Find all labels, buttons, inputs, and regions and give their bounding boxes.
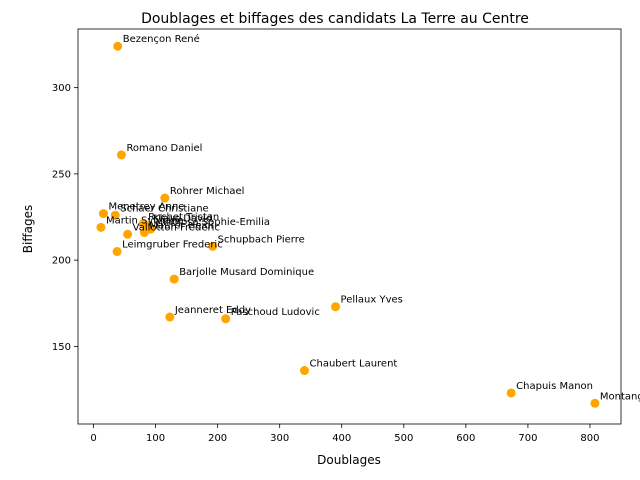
point-label: Rohrer Michael [170,186,245,197]
y-tick-label: 200 [52,256,71,267]
data-point [165,312,175,322]
data-point [221,314,231,324]
x-tick-label: 400 [332,433,351,444]
data-point [143,221,153,231]
chart-title: Doublages et biffages des candidats La T… [141,11,529,27]
point-label: Barjolle Musard Dominique [179,267,314,278]
y-tick-label: 300 [52,83,71,94]
data-point [169,274,179,284]
point-label: Pellaux Yves [341,295,403,306]
point-label: Montangero Stéphane [600,390,640,402]
data-point [110,210,120,220]
data-point [139,228,149,238]
point-label: Jeanneret Eddy [174,305,251,316]
point-label: Romano Daniel [126,143,202,154]
data-point [112,247,122,257]
y-tick-label: 150 [52,342,71,353]
point-label: Chaubert Laurent [310,359,398,370]
point-label: Vallotton Frédéric [133,221,220,233]
data-point [113,41,123,51]
data-point [506,388,516,398]
data-point [300,366,310,376]
data-point [96,222,106,232]
x-tick-label: 500 [394,433,413,444]
plot-frame [77,28,622,425]
data-point [116,150,126,160]
point-label: Paschoud Ludovic [231,307,320,318]
point-label: Klaus David [153,214,212,225]
data-points [96,41,600,408]
data-point [123,229,133,239]
point-label: Ruchet Tristan [148,212,219,223]
data-point [331,302,341,312]
x-axis-label: Doublages [317,453,381,467]
axis-ticks: 0 100 200 300 400 500 600 700 800 150 200 250 300 [52,83,600,444]
point-label: Schaer Christiane [120,203,209,214]
data-point [98,209,108,219]
x-tick-label: 800 [580,433,599,444]
point-label: Martin Sylviane [106,215,183,226]
data-point [590,398,600,408]
point-label: Hinojosa Sophie-Emilia [156,217,270,228]
x-tick-label: 0 [90,433,96,444]
point-label: Leimgruber Frederic [122,240,223,251]
point-label: Menetrey Anne [108,202,184,213]
x-tick-label: 100 [146,433,165,444]
x-tick-label: 700 [518,433,537,444]
x-tick-label: 600 [456,433,475,444]
point-label: Chapuis Manon [516,381,593,392]
point-labels: Bezençon René Romano Daniel Rohrer Michael… [106,33,640,402]
data-point [208,241,218,251]
point-label: Schupbach Pierre [218,234,305,245]
x-tick-label: 300 [270,433,289,444]
data-point [160,193,170,203]
y-axis-label: Biffages [21,205,35,253]
x-tick-label: 200 [208,433,227,444]
point-label: Bezençon René [123,33,200,45]
y-tick-label: 250 [52,169,71,180]
point-label: Maurer Heidi [149,221,213,232]
